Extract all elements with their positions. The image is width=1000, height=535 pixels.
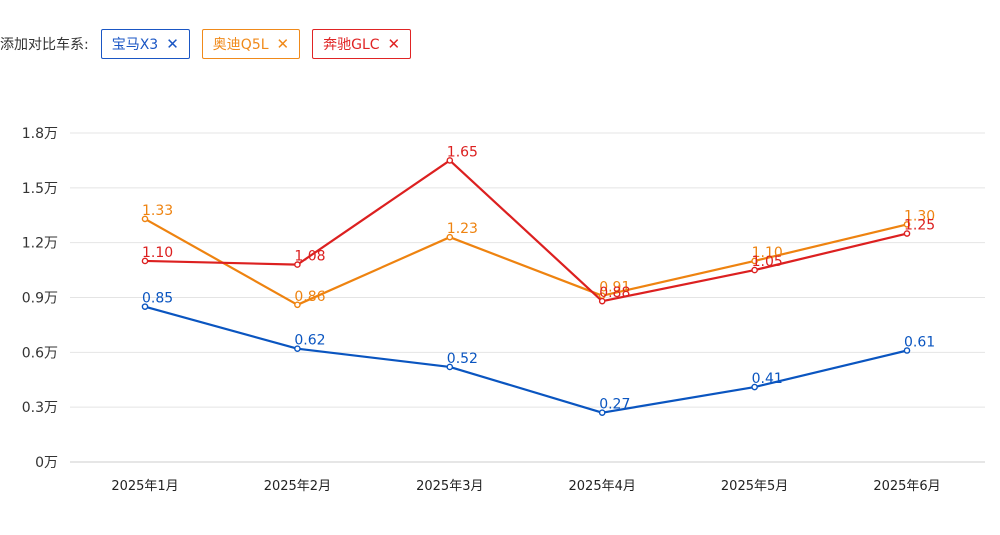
data-label: 0.85 [142, 291, 173, 307]
x-tick-label: 2025年4月 [569, 479, 636, 494]
compare-tag-label: 奔驰GLC [323, 37, 380, 53]
data-label: 1.23 [447, 221, 478, 237]
compare-tag-bmw-x3[interactable]: 宝马X3 ✕ [100, 29, 190, 59]
data-label: 1.33 [142, 203, 173, 219]
data-point [751, 383, 758, 391]
series-line [144, 217, 908, 306]
compare-label: 已添加对比车系: [0, 37, 89, 53]
data-point [141, 257, 149, 265]
data-point [294, 345, 301, 352]
data-label: 1.65 [447, 144, 478, 160]
data-label: 1.25 [904, 218, 935, 234]
close-icon[interactable]: ✕ [387, 34, 401, 53]
compare-bar: 已添加对比车系: 宝马X3 ✕ 奥迪Q5L ✕ 奔驰GLC ✕ [0, 28, 412, 60]
data-point [751, 257, 758, 265]
data-point [446, 157, 454, 164]
data-label: 1.05 [752, 254, 783, 270]
data-point [141, 215, 149, 223]
compare-tag-benz-glc[interactable]: 奔驰GLC ✕ [312, 29, 412, 59]
x-tick-label: 2025年1月 [111, 479, 178, 494]
data-point [141, 303, 149, 310]
x-tick-label: 2025年6月 [873, 479, 940, 494]
compare-tag-label: 宝马X3 [111, 37, 159, 53]
data-label: 0.41 [752, 371, 783, 387]
data-label: 0.52 [447, 351, 478, 367]
compare-tag-label: 奥迪Q5L [212, 37, 269, 53]
x-tick-label: 2025年5月 [721, 479, 788, 494]
data-point [446, 233, 454, 241]
data-point [294, 301, 301, 309]
data-point [446, 363, 454, 371]
data-label: 1.10 [142, 245, 173, 261]
y-tick-label: 0.3万 [22, 400, 58, 416]
data-point [598, 409, 606, 416]
data-point [751, 266, 758, 274]
data-point [598, 297, 606, 305]
data-label: 1.10 [752, 245, 783, 261]
data-point [903, 221, 911, 228]
x-tick-label: 2025年3月 [416, 479, 483, 494]
close-icon[interactable]: ✕ [166, 34, 179, 53]
data-label: 0.86 [294, 289, 325, 305]
data-label: 0.62 [294, 333, 325, 349]
data-label: 0.27 [599, 397, 630, 413]
close-icon[interactable]: ✕ [276, 34, 290, 53]
data-label: 0.61 [904, 335, 935, 351]
data-label: 1.08 [294, 249, 325, 265]
y-tick-label: 0.6万 [22, 345, 58, 361]
x-tick-label: 2025年2月 [264, 479, 331, 494]
y-tick-label: 1.2万 [22, 236, 58, 252]
compare-tag-audi-q5l[interactable]: 奥迪Q5L ✕ [201, 29, 301, 59]
y-tick-label: 1.8万 [22, 126, 58, 142]
data-point [903, 230, 911, 237]
data-label: 0.88 [599, 285, 630, 301]
data-point [903, 347, 911, 354]
y-tick-label: 1.5万 [22, 181, 58, 197]
series-line [144, 305, 908, 414]
data-label: 0.91 [599, 280, 630, 296]
data-point [294, 261, 301, 268]
data-label: 1.30 [904, 208, 935, 224]
y-tick-label: 0万 [35, 455, 58, 471]
y-tick-label: 0.9万 [22, 291, 58, 307]
series-line [144, 159, 908, 303]
